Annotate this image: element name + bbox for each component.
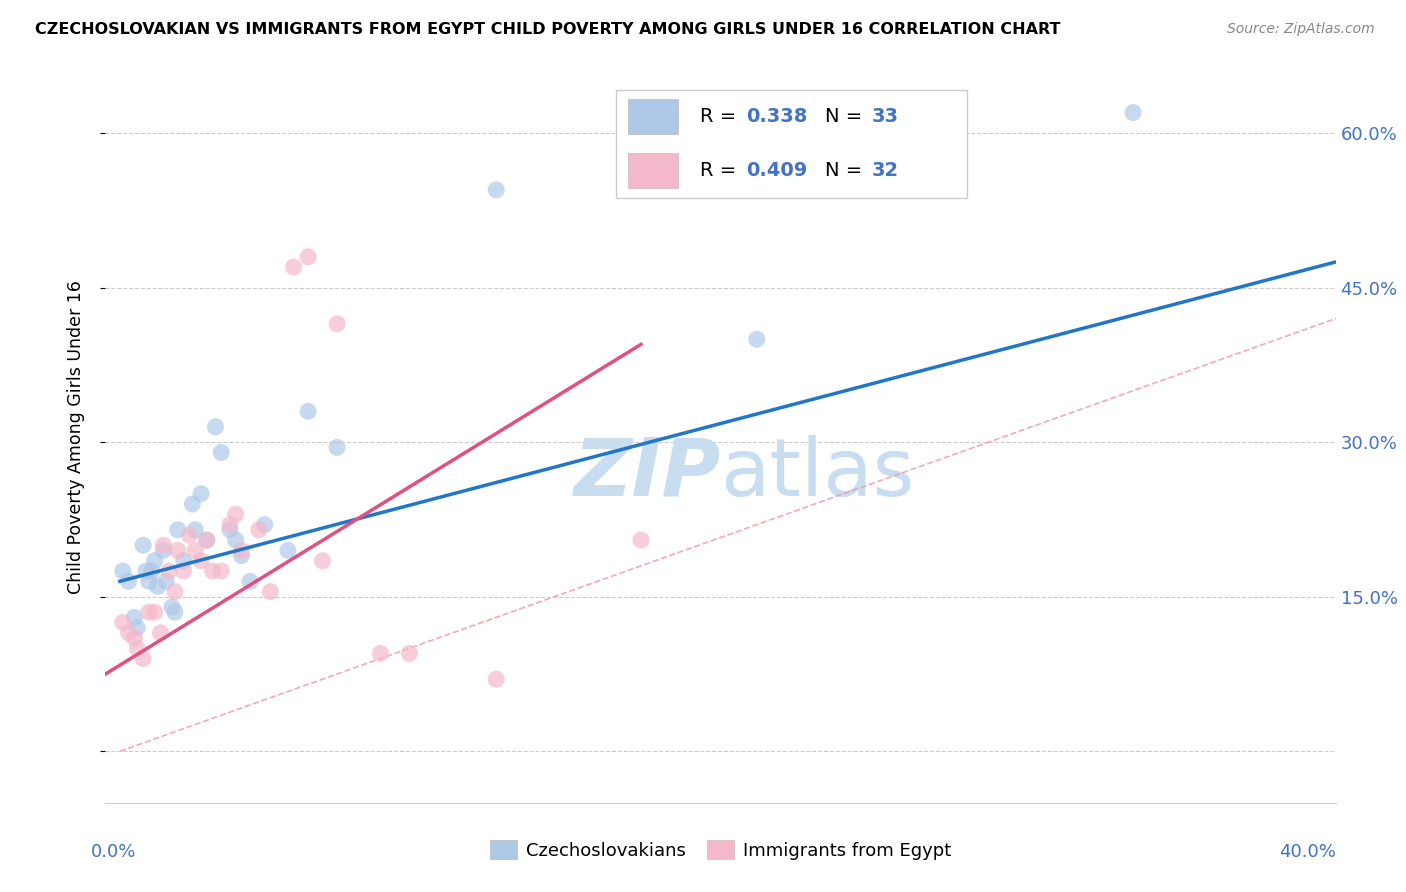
Point [157, 564, 180, 578]
Point [173, 564, 195, 578]
Point [630, 533, 652, 547]
Text: N =: N = [825, 107, 869, 126]
Point [190, 487, 212, 501]
Point [184, 523, 207, 537]
Point [146, 579, 169, 593]
Point [138, 605, 160, 619]
Point [247, 523, 270, 537]
Text: 0.338: 0.338 [747, 107, 808, 126]
Point [184, 543, 207, 558]
Text: CZECHOSLOVAKIAN VS IMMIGRANTS FROM EGYPT CHILD POVERTY AMONG GIRLS UNDER 16 CORR: CZECHOSLOVAKIAN VS IMMIGRANTS FROM EGYPT… [35, 22, 1060, 37]
Text: 32: 32 [872, 161, 898, 180]
Point [166, 543, 188, 558]
Point [297, 404, 319, 418]
Point [195, 533, 218, 547]
Point [138, 574, 160, 589]
Point [132, 651, 155, 665]
Point [124, 610, 146, 624]
Point [201, 564, 224, 578]
FancyBboxPatch shape [628, 99, 678, 135]
Point [132, 538, 155, 552]
Point [225, 508, 247, 522]
Point [143, 605, 166, 619]
Point [297, 250, 319, 264]
Point [209, 445, 232, 459]
Text: 0.0%: 0.0% [91, 843, 136, 861]
Point [179, 528, 201, 542]
Point [141, 564, 163, 578]
Point [155, 574, 177, 589]
Point [485, 183, 508, 197]
Point [231, 549, 253, 563]
Point [209, 564, 232, 578]
Point [149, 625, 172, 640]
Point [239, 574, 262, 589]
Point [163, 584, 186, 599]
Point [745, 332, 768, 346]
Point [163, 605, 186, 619]
Point [124, 631, 146, 645]
Point [111, 564, 134, 578]
Point [1122, 105, 1144, 120]
Text: N =: N = [825, 161, 869, 180]
Text: atlas: atlas [721, 434, 915, 513]
Text: Source: ZipAtlas.com: Source: ZipAtlas.com [1227, 22, 1375, 37]
Point [152, 543, 174, 558]
Point [326, 441, 349, 455]
Point [111, 615, 134, 630]
Point [204, 419, 226, 434]
Point [311, 554, 333, 568]
Point [283, 260, 305, 274]
Text: 33: 33 [872, 107, 898, 126]
Point [135, 564, 157, 578]
Y-axis label: Child Poverty Among Girls Under 16: Child Poverty Among Girls Under 16 [66, 280, 84, 594]
FancyBboxPatch shape [616, 90, 967, 198]
Point [127, 621, 149, 635]
Point [117, 574, 139, 589]
Legend: Czechoslovakians, Immigrants from Egypt: Czechoslovakians, Immigrants from Egypt [482, 832, 959, 867]
Point [166, 523, 188, 537]
Text: 40.0%: 40.0% [1279, 843, 1336, 861]
Point [143, 554, 166, 568]
Point [259, 584, 281, 599]
Point [117, 625, 139, 640]
Point [173, 554, 195, 568]
Point [231, 543, 253, 558]
Point [195, 533, 218, 547]
Text: R =: R = [700, 107, 742, 126]
Point [398, 647, 420, 661]
Text: 0.409: 0.409 [747, 161, 807, 180]
Point [253, 517, 276, 532]
Point [370, 647, 392, 661]
Point [190, 554, 212, 568]
Point [219, 523, 242, 537]
FancyBboxPatch shape [628, 153, 678, 188]
Point [485, 672, 508, 686]
Point [219, 517, 242, 532]
Point [277, 543, 299, 558]
Point [160, 600, 183, 615]
Point [181, 497, 204, 511]
Text: ZIP: ZIP [574, 434, 721, 513]
Point [127, 641, 149, 656]
Point [225, 533, 247, 547]
Point [326, 317, 349, 331]
Point [152, 538, 174, 552]
Text: R =: R = [700, 161, 742, 180]
